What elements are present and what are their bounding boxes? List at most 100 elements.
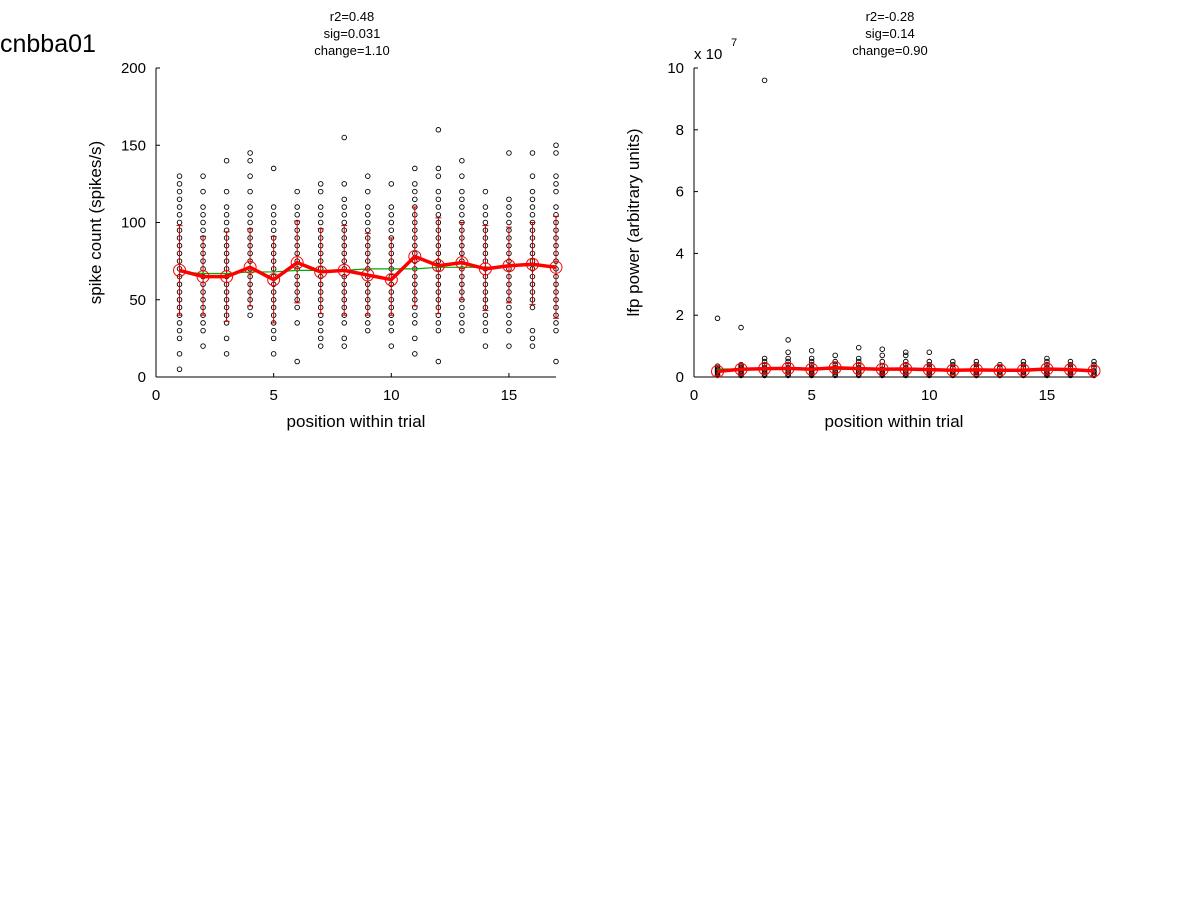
data-point: [832, 352, 838, 359]
data-point: [482, 343, 489, 349]
data-point: [200, 173, 206, 179]
data-point: [388, 212, 395, 218]
data-point: [459, 312, 465, 318]
stat-line: r2=0.48: [330, 9, 374, 24]
data-point: [529, 204, 536, 210]
y-tick-label: 2: [676, 307, 684, 324]
data-point: [506, 304, 512, 311]
data-point: [270, 219, 277, 226]
data-point: [785, 355, 791, 362]
data-point: [412, 165, 418, 172]
data-point: [1020, 358, 1027, 365]
data-point: [412, 351, 418, 357]
data-point: [176, 173, 183, 179]
data-point: [294, 204, 300, 210]
data-point: [294, 358, 300, 365]
data-point: [223, 212, 230, 218]
data-point: [270, 165, 277, 172]
data-point: [317, 320, 324, 326]
data-point: [200, 320, 206, 326]
data-point: [529, 304, 536, 311]
data-point: [388, 327, 395, 334]
data-point: [341, 196, 347, 203]
mean-marker: [314, 265, 328, 279]
data-point: [808, 355, 815, 362]
x-tick-label: 15: [1039, 387, 1056, 404]
data-point: [482, 320, 489, 326]
data-point: [459, 304, 465, 311]
data-point: [412, 188, 418, 195]
data-point: [247, 219, 253, 226]
data-point: [529, 150, 536, 156]
data-point: [529, 173, 536, 179]
data-point: [341, 335, 347, 342]
data-point: [365, 173, 371, 179]
data-point: [459, 320, 465, 326]
data-point: [553, 320, 559, 326]
data-point: [200, 204, 206, 210]
data-point: [247, 150, 253, 156]
data-point: [223, 335, 230, 342]
mean-marker: [290, 256, 304, 270]
data-point: [950, 358, 956, 365]
data-point: [247, 188, 253, 195]
data-point: [388, 204, 395, 210]
data-point: [412, 335, 418, 342]
data-point: [459, 196, 465, 203]
data-point: [926, 349, 933, 356]
data-point: [247, 312, 253, 318]
data-point: [506, 204, 512, 210]
data-point: [459, 173, 465, 179]
data-point: [412, 312, 418, 318]
data-point: [435, 212, 442, 218]
data-point: [317, 343, 324, 349]
y-tick-label: 6: [676, 184, 684, 201]
data-point: [270, 335, 277, 342]
data-point: [200, 219, 206, 226]
data-point: [341, 212, 347, 218]
mean-marker: [337, 263, 351, 277]
data-point: [317, 327, 324, 334]
data-point: [365, 219, 371, 226]
mean-marker: [1040, 362, 1054, 376]
data-point: [317, 181, 324, 187]
data-point: [973, 358, 980, 365]
data-point: [529, 212, 536, 218]
data-point: [435, 188, 442, 195]
data-point: [553, 327, 559, 334]
data-point: [247, 157, 253, 164]
data-point: [553, 150, 559, 156]
data-point: [247, 212, 253, 218]
data-point: [879, 352, 885, 359]
y-tick-label: 100: [121, 215, 146, 232]
data-point: [176, 320, 183, 326]
data-point: [270, 227, 277, 233]
data-point: [200, 227, 206, 233]
data-point: [365, 212, 371, 218]
data-point: [903, 349, 909, 356]
y-tick-label: 200: [121, 60, 146, 77]
mean-marker: [946, 363, 960, 377]
data-point: [879, 346, 885, 352]
data-point: [341, 219, 347, 226]
x-tick-label: 0: [690, 387, 698, 404]
data-point: [506, 212, 512, 218]
data-point: [738, 324, 744, 331]
data-point: [317, 188, 324, 195]
mean-marker: [267, 273, 281, 287]
axis-multiplier-exponent: 7: [731, 37, 737, 49]
data-point: [482, 212, 489, 218]
x-tick-label: 5: [269, 387, 277, 404]
mean-marker: [875, 362, 889, 376]
data-point: [855, 355, 862, 362]
data-point: [435, 204, 442, 210]
data-point: [223, 188, 230, 195]
data-point: [270, 212, 277, 218]
data-point: [176, 351, 183, 357]
data-point: [506, 312, 512, 318]
data-point: [435, 127, 442, 133]
data-point: [223, 351, 230, 357]
mean-marker: [478, 262, 492, 276]
y-tick-label: 4: [676, 245, 684, 262]
